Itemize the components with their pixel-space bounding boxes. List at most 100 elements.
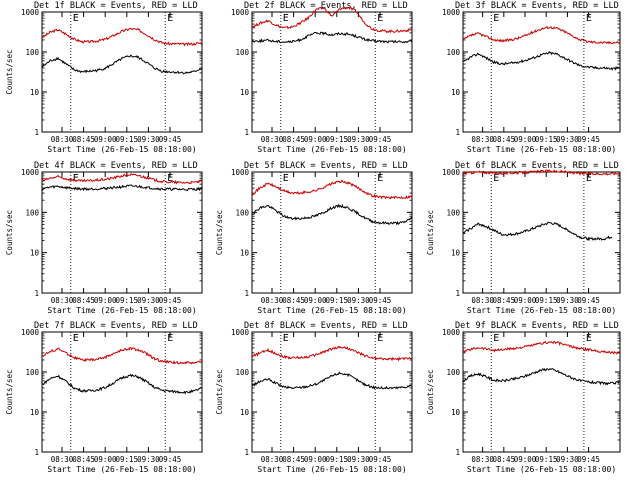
y-tick-label: 10: [30, 408, 40, 417]
y-tick-label: 100: [446, 208, 460, 217]
y-axis-label: Counts/sec: [426, 210, 435, 255]
chart-title: Det 4f BLACK = Events, RED = LLD: [34, 161, 198, 171]
series-line-lld: [41, 27, 203, 47]
x-tick-label: 09:30: [556, 455, 579, 464]
x-tick-label: 09:45: [369, 455, 392, 464]
x-tick-label: 09:15: [535, 455, 558, 464]
x-tick-label: 08:45: [282, 455, 305, 464]
x-tick-label: 09:15: [116, 455, 139, 464]
event-marker-label: E: [283, 333, 289, 344]
y-tick-label: 10: [451, 249, 461, 258]
x-tick-label: 08:45: [493, 135, 516, 144]
x-tick-label: 08:30: [261, 455, 284, 464]
y-tick-label: 1: [34, 289, 39, 298]
y-tick-label: 10: [451, 88, 461, 97]
y-axis-label: Counts/sec: [215, 369, 224, 414]
chart-panel-5: Det 5f BLACK = Events, RED = LLD 1 10 100 10…: [215, 161, 413, 315]
chart-panel-6: Det 6f BLACK = Events, RED = LLD 1 10 100 10…: [426, 161, 621, 315]
y-axis-label: Counts/sec: [5, 210, 14, 255]
y-tick-label: 1000: [442, 8, 461, 17]
y-axis-label: Counts/sec: [215, 210, 224, 255]
chart-title: Det 7f BLACK = Events, RED = LLD: [34, 321, 198, 331]
x-axis-label: Start Time (26-Feb-15 08:18:00): [257, 465, 406, 474]
y-tick-label: 1: [455, 448, 460, 457]
chart-title: Det 3f BLACK = Events, RED = LLD: [455, 1, 619, 11]
x-tick-label: 09:45: [369, 296, 392, 305]
x-tick-label: 08:30: [471, 296, 494, 305]
event-marker-label: E: [73, 333, 79, 344]
x-tick-label: 09:30: [137, 296, 160, 305]
chart-title: Det 1f BLACK = Events, RED = LLD: [34, 1, 198, 11]
x-tick-label: 09:45: [577, 296, 600, 305]
y-tick-label: 100: [235, 208, 249, 217]
plot-frame: [462, 171, 621, 294]
y-tick-label: 10: [240, 88, 250, 97]
y-tick-label: 10: [30, 249, 40, 258]
series-line-lld: [462, 26, 621, 45]
x-tick-label: 09:00: [304, 135, 327, 144]
plot-frame: [41, 331, 203, 453]
y-tick-label: 100: [446, 48, 460, 57]
x-tick-label: 08:30: [261, 296, 284, 305]
series-line-events: [462, 221, 613, 242]
x-tick-label: 09:45: [159, 296, 182, 305]
event-marker-label: E: [586, 333, 592, 344]
x-axis-label: Start Time (26-Feb-15 08:18:00): [47, 306, 196, 315]
x-tick-label: 09:30: [556, 135, 579, 144]
chart-title: Det 9f BLACK = Events, RED = LLD: [455, 321, 619, 331]
y-tick-label: 1: [455, 128, 460, 137]
y-tick-label: 1: [244, 128, 249, 137]
y-tick-label: 1000: [21, 328, 40, 337]
y-tick-label: 100: [235, 368, 249, 377]
y-axis-label: Counts/sec: [5, 49, 14, 94]
x-axis-label: Start Time (26-Feb-15 08:18:00): [467, 145, 616, 154]
x-tick-label: 09:15: [326, 455, 349, 464]
x-tick-label: 08:30: [471, 455, 494, 464]
event-marker-label: E: [586, 173, 592, 184]
y-tick-label: 1: [244, 289, 249, 298]
x-tick-label: 09:00: [94, 135, 117, 144]
y-tick-label: 1: [34, 128, 39, 137]
series-line-events: [41, 373, 203, 395]
chart-title: Det 5f BLACK = Events, RED = LLD: [244, 161, 408, 171]
y-axis-label: Counts/sec: [5, 369, 14, 414]
x-tick-label: 09:00: [304, 296, 327, 305]
x-tick-label: 09:15: [116, 135, 139, 144]
x-axis-label: Start Time (26-Feb-15 08:18:00): [47, 145, 196, 154]
event-marker-label: E: [167, 333, 173, 344]
series-line-lld: [462, 340, 621, 355]
y-tick-label: 1000: [21, 8, 40, 17]
x-tick-label: 08:30: [471, 135, 494, 144]
event-marker-label: E: [167, 173, 173, 184]
series-line-lld: [251, 345, 413, 362]
y-tick-label: 100: [25, 208, 39, 217]
x-tick-label: 09:00: [304, 455, 327, 464]
y-tick-label: 10: [240, 408, 250, 417]
series-line-events: [251, 31, 413, 44]
chart-title: Det 2f BLACK = Events, RED = LLD: [244, 1, 408, 11]
x-tick-label: 09:45: [369, 135, 392, 144]
x-tick-label: 09:45: [577, 135, 600, 144]
y-tick-label: 1: [455, 289, 460, 298]
chart-panel-9: Det 9f BLACK = Events, RED = LLD 1 10 100 10…: [426, 321, 621, 474]
event-marker-label: E: [377, 13, 383, 24]
x-tick-label: 09:15: [326, 296, 349, 305]
x-tick-label: 09:00: [94, 296, 117, 305]
y-tick-label: 100: [446, 368, 460, 377]
x-tick-label: 08:45: [493, 296, 516, 305]
y-tick-label: 1000: [231, 8, 250, 17]
x-tick-label: 09:45: [159, 135, 182, 144]
y-tick-label: 10: [30, 88, 40, 97]
y-axis-label: Counts/sec: [426, 369, 435, 414]
series-line-lld: [41, 347, 203, 365]
event-marker-label: E: [377, 173, 383, 184]
chart-title: Det 6f BLACK = Events, RED = LLD: [455, 161, 619, 171]
x-axis-label: Start Time (26-Feb-15 08:18:00): [47, 465, 196, 474]
x-tick-label: 08:45: [72, 296, 95, 305]
x-tick-label: 08:45: [72, 455, 95, 464]
x-tick-label: 09:30: [347, 135, 370, 144]
chart-panel-1: Det 1f BLACK = Events, RED = LLD 1 10 100 10…: [5, 1, 203, 154]
chart-panel-3: Det 3f BLACK = Events, RED = LLD 1 10 100 10…: [442, 1, 621, 154]
plot-frame: [462, 331, 621, 453]
